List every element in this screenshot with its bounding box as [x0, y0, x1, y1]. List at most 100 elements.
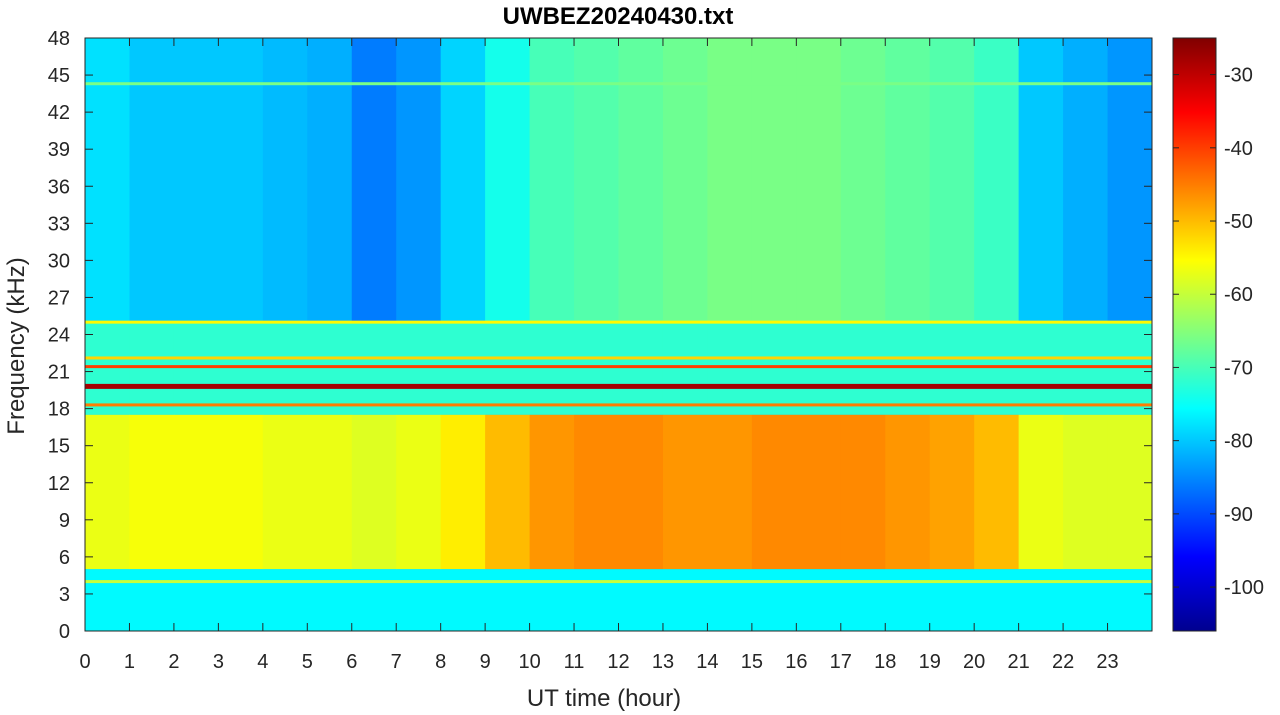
heatmap-cell-transition: [307, 322, 353, 415]
heatmap-cell-upper: [885, 38, 931, 323]
x-tick-label: 14: [696, 651, 718, 673]
x-tick-label: 19: [919, 651, 941, 673]
y-tick-label: 12: [48, 473, 70, 495]
heatmap-cell-transition: [974, 322, 1020, 415]
y-tick-label: 0: [59, 621, 70, 643]
heatmap-cell-upper: [618, 38, 664, 323]
heatmap-cell-upper: [840, 38, 886, 323]
heatmap-cell-mid: [1107, 414, 1153, 570]
heatmap-cell-low: [840, 569, 886, 631]
y-tick-label: 33: [48, 213, 70, 235]
heatmap-cell-mid: [929, 414, 975, 570]
heatmap-cell-upper: [1107, 38, 1153, 323]
heatmap-cell-transition: [129, 322, 175, 415]
colorbar-tick-label: -70: [1224, 357, 1253, 379]
x-tick-label: 22: [1052, 651, 1074, 673]
heatmap-cell-mid: [396, 414, 442, 570]
heatmap-cell-mid: [351, 414, 397, 570]
heatmap-cell-mid: [85, 414, 130, 570]
heatmap-cell-low: [396, 569, 442, 631]
heatmap-cell-upper: [129, 38, 175, 323]
heatmap-cell-transition: [618, 322, 664, 415]
x-tick-label: 4: [257, 651, 268, 673]
heatmap-cell-low: [751, 569, 797, 631]
heatmap-cell-low: [885, 569, 931, 631]
y-tick-label: 18: [48, 399, 70, 421]
heatmap-cell-low: [485, 569, 531, 631]
heatmap-cell-upper: [574, 38, 619, 323]
x-tick-label: 10: [518, 651, 540, 673]
heatmap-cell-low: [574, 569, 619, 631]
heatmap-cell-upper: [218, 38, 264, 323]
heatmap-cell-mid: [618, 414, 664, 570]
colorbar-tick-label: -60: [1224, 284, 1253, 306]
heatmap-cell-low: [529, 569, 575, 631]
heatmap-cell-transition: [1018, 322, 1064, 415]
heatmap-cell-mid: [1018, 414, 1064, 570]
heatmap-cell-upper: [262, 38, 308, 323]
heatmap-cell-low: [707, 569, 753, 631]
heatmap-cell-transition: [173, 322, 219, 415]
heatmap-cell-transition: [396, 322, 442, 415]
colorbar-tick-label: -30: [1224, 65, 1253, 87]
heatmap-cell-upper: [662, 38, 708, 323]
heatmap-cell-transition: [574, 322, 619, 415]
heatmap-cell-upper: [974, 38, 1020, 323]
heatmap-cell-mid: [1063, 414, 1109, 570]
heatmap-cell-low: [618, 569, 664, 631]
x-tick-label: 5: [302, 651, 313, 673]
transmitter-line: [85, 383, 1152, 389]
heatmap-cell-upper: [485, 38, 531, 323]
x-tick-label: 13: [652, 651, 674, 673]
x-tick-label: 0: [79, 651, 90, 673]
heatmap-cell-upper: [440, 38, 486, 323]
heatmap-cell-transition: [751, 322, 797, 415]
heatmap-cell-transition: [885, 322, 931, 415]
y-tick-label: 36: [48, 176, 70, 198]
heatmap-cell-low: [351, 569, 397, 631]
heatmap-cell-low: [85, 569, 130, 631]
heatmap-cell-low: [929, 569, 975, 631]
x-tick-label: 23: [1096, 651, 1118, 673]
heatmap-cell-mid: [885, 414, 931, 570]
heatmap-cell-low: [129, 569, 175, 631]
x-tick-label: 15: [741, 651, 763, 673]
x-tick-label: 8: [435, 651, 446, 673]
heatmap-cell-low: [218, 569, 264, 631]
y-tick-label: 15: [48, 436, 70, 458]
y-tick-label: 42: [48, 102, 70, 124]
x-tick-label: 6: [346, 651, 357, 673]
y-tick-label: 24: [48, 325, 70, 347]
heatmap-cell-mid: [574, 414, 619, 570]
heatmap-cell-upper: [751, 38, 797, 323]
y-tick-label: 9: [59, 510, 70, 532]
transmitter-line: [85, 82, 1152, 86]
x-tick-label: 16: [785, 651, 807, 673]
x-tick-label: 3: [213, 651, 224, 673]
transmitter-line: [85, 580, 1152, 584]
heatmap-cell-transition: [796, 322, 842, 415]
x-tick-label: 2: [168, 651, 179, 673]
transmitter-line: [85, 365, 1152, 369]
y-tick-label: 3: [59, 584, 70, 606]
heatmap-cell-low: [440, 569, 486, 631]
x-tick-label: 7: [391, 651, 402, 673]
y-axis-label: Frequency (kHz): [3, 257, 30, 434]
y-tick-label: 21: [48, 362, 70, 384]
heatmap-cell-mid: [485, 414, 531, 570]
y-tick-label: 30: [48, 250, 70, 272]
heatmap-cell-low: [262, 569, 308, 631]
heatmap-cell-upper: [929, 38, 975, 323]
x-tick-label: 11: [564, 651, 585, 673]
y-tick-label: 48: [48, 28, 70, 50]
heatmap-cell-upper: [1063, 38, 1109, 323]
y-tick-label: 39: [48, 139, 70, 161]
heatmap-cell-transition: [440, 322, 486, 415]
heatmap-cell-mid: [796, 414, 842, 570]
colorbar-gradient: [1172, 37, 1217, 632]
heatmap-cell-transition: [485, 322, 531, 415]
heatmap-cell-low: [796, 569, 842, 631]
heatmap-cell-transition: [662, 322, 708, 415]
